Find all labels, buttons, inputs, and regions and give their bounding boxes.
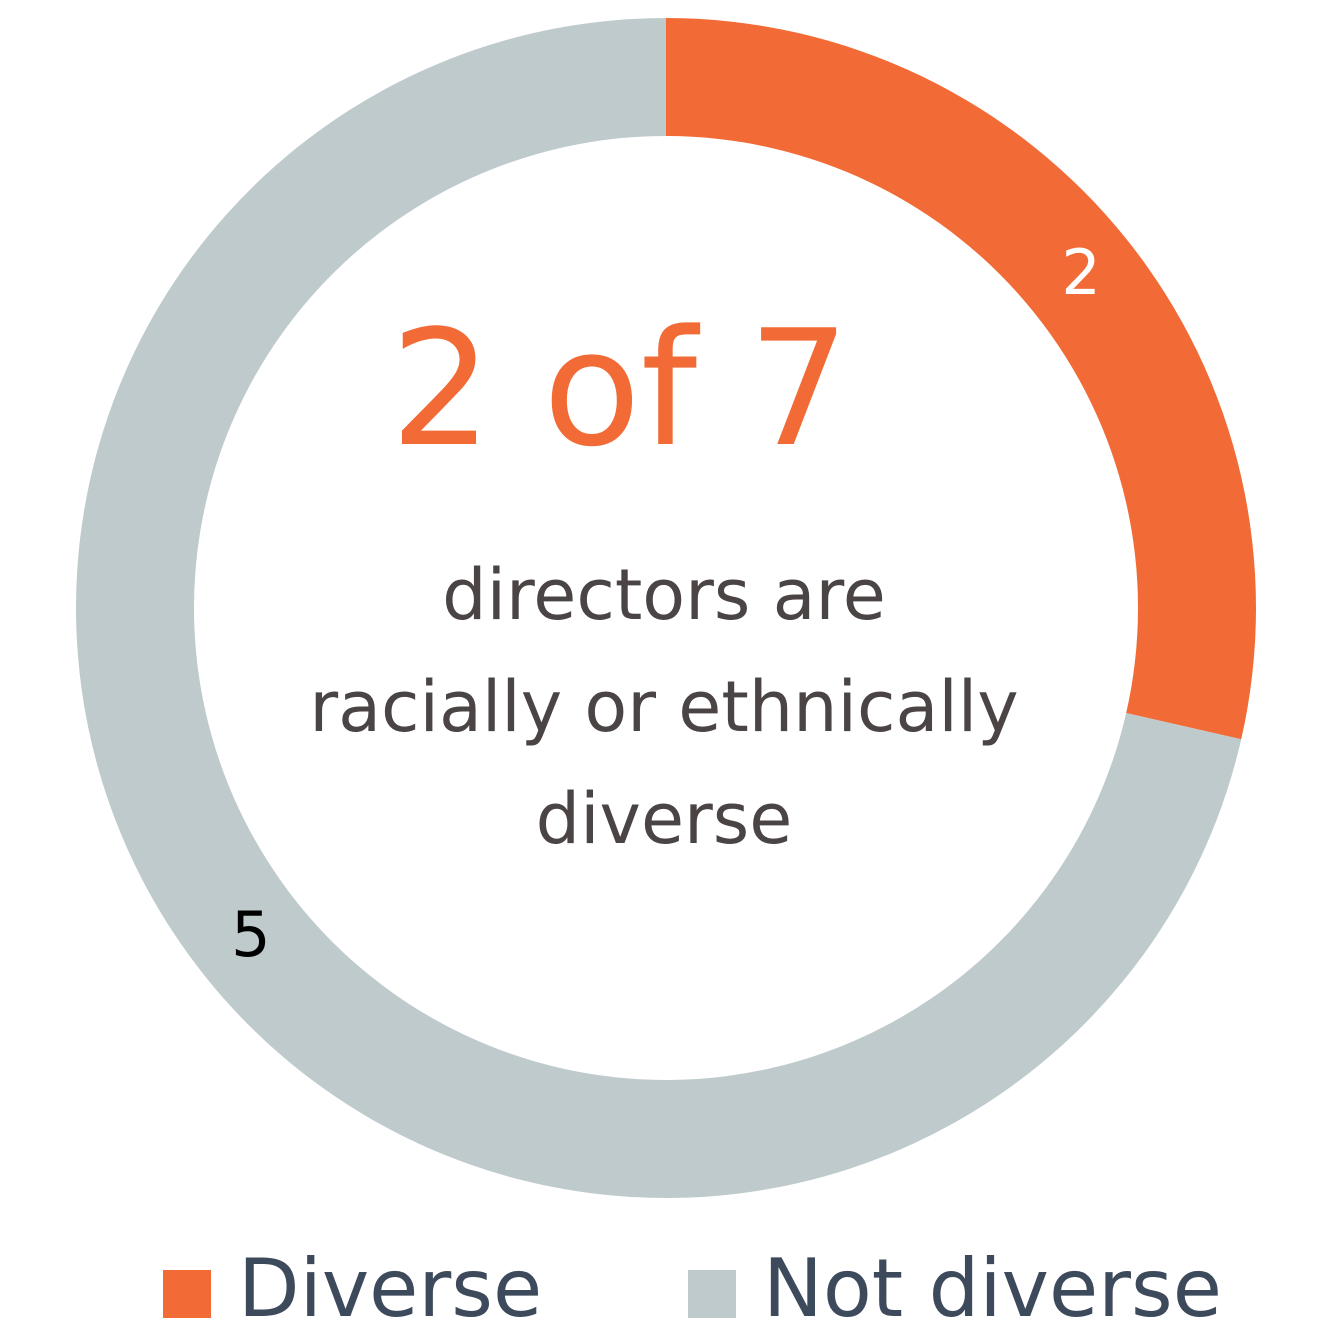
legend-swatch [688, 1270, 736, 1318]
center-text: racially or ethnically [309, 666, 1018, 748]
value-label: 2 [1061, 236, 1100, 309]
legend-label: Diverse [238, 1242, 542, 1335]
legend-swatch [163, 1270, 211, 1318]
center-title: 2 of 7 [390, 295, 850, 482]
value-label: 5 [231, 898, 270, 971]
center-text: diverse [536, 778, 793, 860]
center-text: directors are [442, 554, 886, 636]
legend-label: Not diverse [763, 1242, 1222, 1335]
donut-slice [666, 18, 1256, 740]
